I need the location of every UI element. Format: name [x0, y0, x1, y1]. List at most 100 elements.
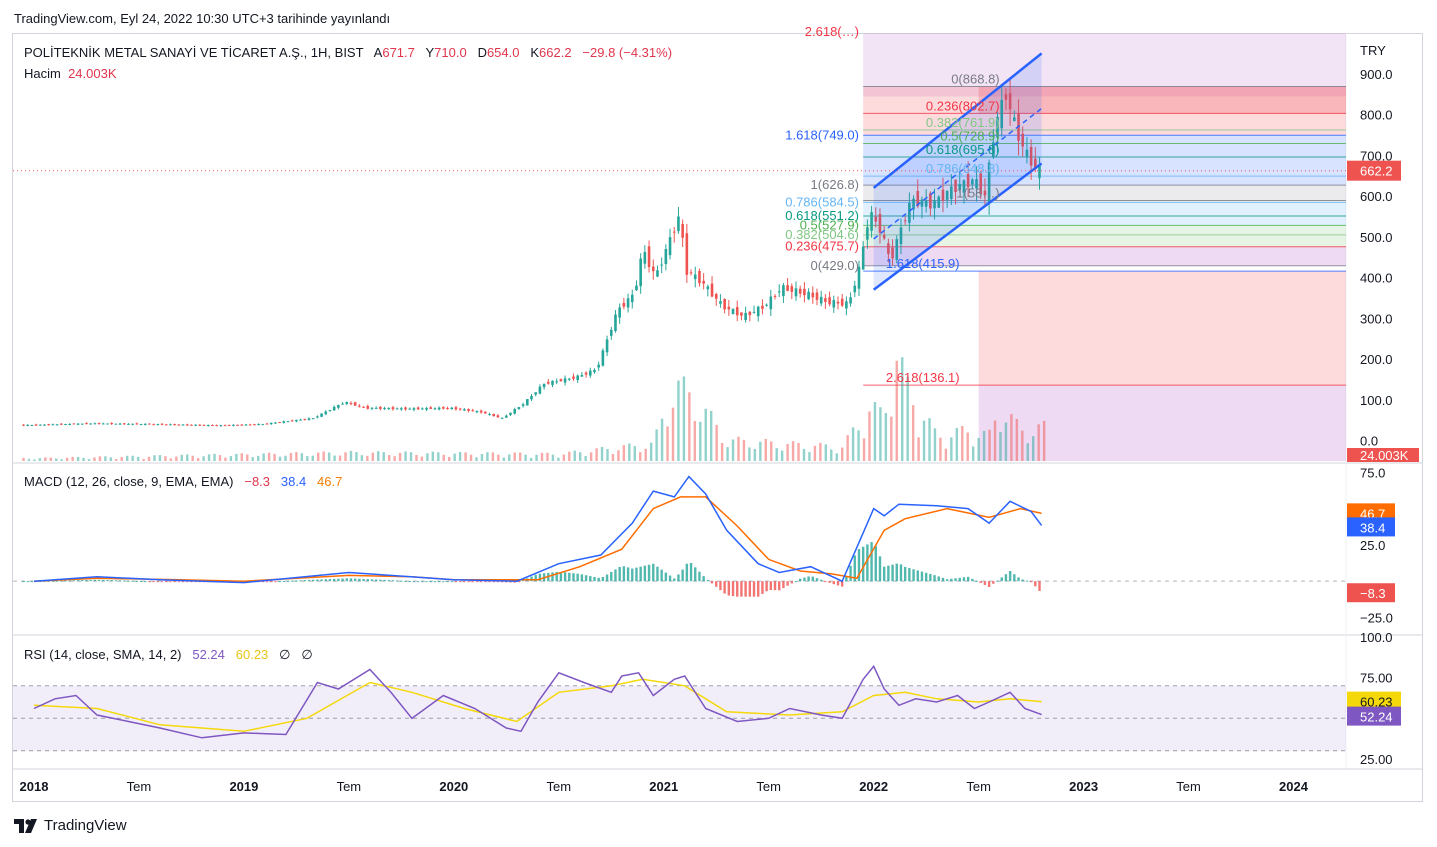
macd-hist-bar [811, 576, 814, 582]
candle-body [899, 227, 903, 245]
macd-hist-bar [152, 581, 155, 583]
volume-bar [486, 452, 489, 461]
macd-hist-bar [165, 581, 168, 583]
macd-hist-bar [979, 581, 982, 583]
price-tick-label: 500.0 [1360, 230, 1393, 245]
macd-hist-bar [857, 549, 861, 582]
volume-bar [267, 452, 271, 461]
macd-hist-bar [589, 576, 592, 582]
macd-hist-bar [118, 580, 122, 582]
macd-hist-bar [383, 579, 386, 582]
fib-label-left: 0(429.0) [811, 258, 859, 273]
macd-hist-bar [425, 581, 428, 583]
volume-bar [628, 443, 631, 461]
candle-body [1008, 93, 1012, 110]
volume-bar [791, 441, 795, 461]
macd-hist-bar [475, 581, 479, 583]
price-tick-label: 700.0 [1360, 148, 1393, 163]
candle-body [479, 410, 483, 413]
macd-hist-bar [1025, 580, 1029, 582]
macd-hist-bar [190, 581, 193, 583]
volume-bar [846, 435, 849, 461]
volume-bar [437, 452, 440, 461]
candle-body [76, 423, 80, 425]
candle-body [194, 424, 197, 426]
macd-hist-bar [93, 579, 97, 582]
volume-bar [431, 451, 435, 461]
macd-hist-bar [882, 566, 886, 582]
macd-hist-bar [933, 575, 936, 582]
candle-body [97, 422, 101, 424]
volume-bar [933, 428, 937, 461]
candle-body [311, 418, 315, 420]
candle-body [349, 403, 353, 405]
macd-hist-bar [740, 581, 743, 597]
fib-label-top: 2.618(…) [805, 24, 859, 39]
volume-bar [786, 443, 789, 461]
macd-hist-bar [353, 578, 357, 582]
candle-body [794, 288, 798, 297]
macd-hist-bar [962, 577, 966, 582]
time-tick-label: 2018 [20, 779, 49, 794]
macd-hist-bar [899, 564, 903, 582]
tradingview-logo[interactable]: TradingView [14, 817, 127, 834]
volume-bar [1037, 424, 1040, 461]
candle-body [122, 423, 126, 425]
volume-bar [764, 438, 767, 461]
macd-hist-bar [366, 579, 369, 582]
candle-body [379, 406, 382, 409]
rsi-value: 52.24 [192, 647, 225, 662]
fib-label-right: 0.618(695.8) [926, 142, 1000, 157]
time-tick-label: Tem [127, 779, 152, 794]
macd-hist-bar [30, 581, 34, 583]
macd-hist-bar [509, 581, 512, 583]
macd-hist-bar [752, 581, 756, 597]
rsi-tag-label: 52.24 [1360, 710, 1393, 725]
macd-tick-label: 75.0 [1360, 465, 1385, 480]
volume-bar [600, 447, 604, 461]
candle-body [303, 418, 307, 420]
chart-frame[interactable] [12, 33, 1423, 802]
volume-bar [44, 457, 47, 461]
volume-bar [895, 360, 898, 461]
candle-body [987, 162, 991, 205]
fib-top-zone [863, 33, 1346, 97]
macd-hist-bar [106, 580, 109, 582]
volume-bar [1042, 420, 1046, 461]
macd-hist-bar [433, 581, 437, 583]
volume-bar [802, 448, 806, 461]
macd-hist-bar [945, 579, 949, 582]
volume-bar [753, 448, 757, 461]
candle-body [706, 286, 710, 290]
volume-bar [737, 436, 740, 461]
candle-body [765, 304, 768, 306]
volume-bar [502, 457, 505, 461]
macd-hist-bar [652, 563, 655, 582]
macd-hist-bar [349, 578, 353, 582]
candle-body [328, 410, 332, 412]
candle-body [693, 274, 697, 280]
macd-hist-bar [64, 580, 67, 582]
macd-hist-bar [966, 576, 970, 582]
fib-label-right: 0.236(802.7) [926, 98, 1000, 113]
candle-body [618, 307, 621, 318]
volume-bar [377, 451, 380, 461]
macd-hist-bar [601, 577, 605, 582]
candle-body [307, 418, 311, 420]
candle-body [966, 173, 970, 188]
candle-body [190, 424, 193, 426]
candle-body [601, 350, 605, 366]
fib-label-right: 0.5(728.9) [940, 129, 999, 144]
macd-hist-bar [715, 581, 718, 587]
candle-body [274, 422, 277, 424]
macd-hist-bar [404, 580, 407, 582]
volume-bar [420, 456, 424, 461]
last-price-tag [1347, 160, 1401, 181]
candle-body [131, 423, 134, 425]
volume-bar [819, 442, 822, 461]
volume-bar [415, 454, 418, 461]
macd-hist-bar [517, 581, 521, 583]
volume-bar [808, 452, 811, 461]
macd-hist-bar [492, 581, 495, 583]
